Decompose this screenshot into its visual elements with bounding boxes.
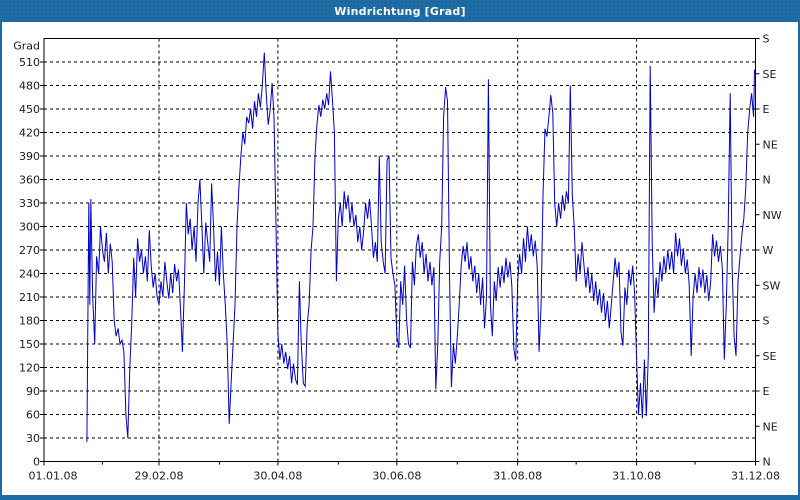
y-axis-tick-label-left: 360 <box>19 174 40 187</box>
compass-tick-label: N <box>763 456 771 469</box>
y-axis-tick-label-left: 180 <box>19 315 40 328</box>
compass-tick-label: W <box>763 244 774 257</box>
compass-tick-label: S <box>763 33 770 46</box>
y-axis-tick-label-left: 480 <box>19 80 40 93</box>
compass-tick-label: SW <box>763 279 781 292</box>
y-axis-tick-label-left: 390 <box>19 150 40 163</box>
y-axis-tick-label-left: 30 <box>26 432 40 445</box>
compass-tick-label: NE <box>763 420 778 433</box>
compass-tick-label: SE <box>763 68 777 81</box>
x-axis-tick-label: 01.01.08 <box>29 470 78 483</box>
x-axis-tick-label: 31.10.08 <box>612 470 661 483</box>
x-axis-tick-label: 29.02.08 <box>135 470 184 483</box>
y-axis-tick-label-left: 0 <box>33 456 40 469</box>
x-axis-tick-label: 30.04.08 <box>253 470 302 483</box>
compass-tick-label: S <box>763 315 770 328</box>
y-axis-tick-label-left: 510 <box>19 56 40 69</box>
y-axis-tick-label-left: 240 <box>19 268 40 281</box>
title-bar[interactable]: Windrichtung [Grad] <box>2 0 798 22</box>
y-axis-tick-label-left: 90 <box>26 385 40 398</box>
x-axis-tick-label: 31.08.08 <box>493 470 542 483</box>
y-axis-tick-label-left: 300 <box>19 221 40 234</box>
x-axis-tick-label: 30.06.08 <box>372 470 421 483</box>
compass-tick-label: E <box>763 385 770 398</box>
x-axis-tick-label: 31.12.08 <box>731 470 780 483</box>
wind-direction-series <box>86 52 756 442</box>
window-title: Windrichtung [Grad] <box>334 4 466 18</box>
y-axis-tick-label-left: 420 <box>19 127 40 140</box>
compass-tick-label: E <box>763 103 770 116</box>
y-axis-tick-label-left: 330 <box>19 197 40 210</box>
y-axis-tick-label-left: 60 <box>26 409 40 422</box>
plot-border <box>43 38 756 462</box>
compass-tick-label: SE <box>763 350 777 363</box>
chart-canvas: 0 30 60 90 120 150 180 210 240 270 300 330 360 390 420… <box>13 33 782 483</box>
y-axis-tick-label-left: 120 <box>19 362 40 375</box>
y-axis-tick-label-left: 150 <box>19 338 40 351</box>
y-axis-tick-label-left: 210 <box>19 291 40 304</box>
y-axis-tick-label-left: 270 <box>19 244 40 257</box>
compass-tick-label: N <box>763 174 771 187</box>
compass-tick-label: NW <box>763 209 782 222</box>
compass-tick-label: NE <box>763 138 778 151</box>
y-axis-tick-label-left: 450 <box>19 103 40 116</box>
y-axis-title: Grad <box>13 40 40 53</box>
